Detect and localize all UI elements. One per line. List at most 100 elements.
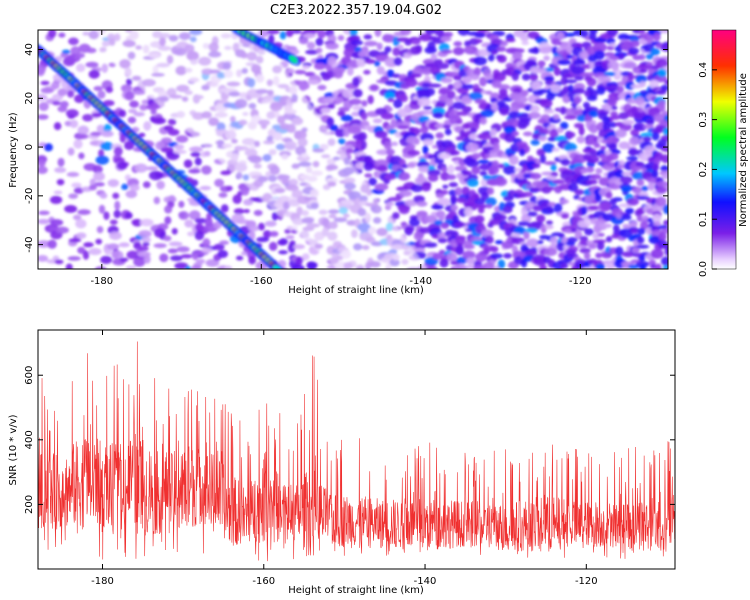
spectrogram-cell — [427, 169, 441, 177]
spectrogram-cell — [457, 30, 470, 36]
spectrogram-cell — [393, 57, 403, 66]
spectrogram-quiet-band — [77, 30, 428, 269]
spectrogram-cell — [586, 155, 600, 164]
spectrogram-cell — [629, 220, 638, 227]
x-tick-label: -180 — [91, 576, 114, 587]
spectrogram-cell — [124, 91, 135, 101]
spectrogram-cell — [317, 30, 326, 39]
spectrogram-cell — [499, 107, 510, 116]
spectrogram-cell — [589, 120, 597, 126]
spectrogram-cell — [529, 66, 541, 74]
spectrogram-cell — [527, 88, 534, 93]
spectrogram-cell — [334, 128, 347, 138]
spectrogram-cell — [652, 213, 662, 223]
spectrogram-cell — [649, 263, 657, 269]
spectrogram-cell — [50, 219, 64, 226]
spectrogram-cell — [530, 172, 542, 180]
spectrogram-cell — [421, 82, 431, 88]
spectrogram-cell — [383, 141, 392, 150]
spectrogram-cell — [161, 137, 173, 144]
spectrogram-cell — [496, 46, 506, 52]
spectrogram-cell — [107, 179, 120, 188]
spectrogram-cell — [490, 253, 503, 259]
spectrogram-cell — [593, 142, 601, 148]
spectrogram-cell — [593, 50, 605, 60]
snr-background — [38, 330, 675, 569]
spectrogram-cell — [618, 159, 626, 167]
spectrogram-cell — [291, 264, 305, 269]
spectrogram-heatmap — [38, 30, 668, 269]
spectrogram-cell — [103, 211, 110, 220]
spectrogram-cell — [363, 69, 371, 75]
spectrogram-cell — [621, 251, 635, 258]
spectrogram-cell — [638, 30, 645, 35]
spectrogram-cell — [565, 253, 579, 259]
chart-title: C2E3.2022.357.19.04.G02 — [270, 3, 442, 18]
spectrogram-cell — [521, 41, 530, 46]
spectrogram-cell — [199, 185, 212, 191]
spectrogram-cell — [576, 263, 588, 268]
spectrogram-cell — [278, 250, 288, 255]
spectrogram-cell — [368, 177, 377, 186]
x-tick-label: -120 — [569, 276, 592, 287]
spectrogram-cell — [559, 89, 569, 96]
spectrogram-cell — [639, 81, 646, 88]
spectrogram-cell — [363, 161, 374, 171]
spectrogram-cell — [599, 201, 612, 211]
spectrogram-cell — [663, 219, 668, 226]
spectrogram-cell — [586, 77, 597, 87]
spectrogram-cell — [410, 73, 422, 78]
spectrogram-cell — [218, 192, 228, 198]
spectrogram-cell — [630, 84, 643, 89]
spectrogram-cell — [552, 38, 561, 46]
spectrogram-cell — [152, 117, 166, 125]
spectrogram-cell — [486, 187, 495, 195]
spectrogram-cell — [118, 242, 130, 248]
spectrogram-cell — [156, 180, 165, 190]
spectrogram-cell — [588, 123, 599, 134]
spectrogram-cell — [447, 83, 454, 91]
y-tick-label: 20 — [24, 92, 35, 105]
spectrogram-cell — [107, 243, 120, 251]
spectrogram-cell — [434, 157, 445, 164]
spectrogram-cell — [521, 213, 532, 224]
spectrogram-cell — [631, 247, 641, 254]
spectrogram-cell — [75, 219, 87, 229]
spectrogram-cell — [67, 147, 75, 156]
spectrogram-cell — [178, 200, 185, 208]
spectrogram-cell — [132, 218, 143, 227]
spectrogram-cell — [593, 37, 607, 43]
spectrogram-cell — [465, 257, 476, 265]
spectrogram-cell — [619, 122, 632, 132]
spectrogram-cell — [384, 205, 392, 211]
spectrogram-cell — [440, 36, 452, 42]
spectrogram-cell — [618, 141, 631, 150]
spectrogram-cell — [88, 248, 102, 256]
spectrogram-cell — [189, 146, 203, 153]
spectrogram-cell — [461, 84, 475, 90]
spectrogram-cell — [497, 84, 511, 90]
spectrogram-cell — [520, 35, 529, 42]
spectrogram-cell — [55, 226, 69, 234]
spectrogram-cell — [204, 150, 211, 157]
spectrogram-cell — [78, 152, 85, 160]
spectrogram-cell — [497, 259, 506, 269]
spectrogram-cell — [176, 246, 190, 253]
spectrogram-cell — [369, 84, 379, 92]
spectrogram-cell — [596, 86, 606, 95]
spectrogram-cell — [651, 131, 660, 141]
spectrogram-cell — [413, 231, 424, 241]
spectrogram-cell — [248, 225, 260, 232]
spectrogram-cell — [38, 101, 49, 112]
spectrogram-cell — [661, 154, 668, 164]
spectrogram-cell — [419, 110, 432, 116]
spectrogram-cell — [409, 217, 421, 227]
spectrogram-cell — [474, 197, 486, 205]
spectrogram-cell — [384, 46, 392, 53]
spectrogram-cell — [520, 89, 529, 97]
spectrogram-cell — [129, 184, 140, 192]
spectrogram-cell — [416, 201, 428, 207]
spectrogram-cell — [317, 84, 327, 91]
spectrogram-cell — [374, 30, 382, 37]
